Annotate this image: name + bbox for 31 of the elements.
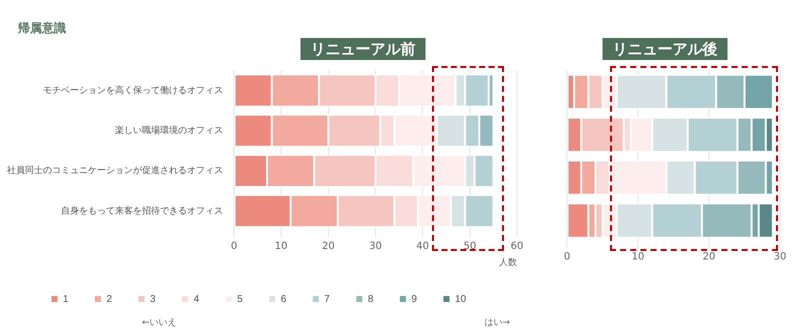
legend-label: 7 bbox=[324, 294, 330, 305]
x-tick-label: 20 bbox=[702, 252, 716, 263]
legend-label: 3 bbox=[150, 294, 156, 305]
text: ←いいえ bbox=[142, 317, 177, 329]
x-tick-label: 60 bbox=[510, 240, 524, 252]
x-tick-label: 40 bbox=[416, 240, 430, 252]
y-tick-label: 自身をもって来客を招待できるオフィス bbox=[61, 205, 223, 216]
x-tick-label: 10 bbox=[274, 240, 288, 252]
legend-label: 6 bbox=[280, 294, 287, 305]
y-tick-label: 楽しい職場環境のオフィス bbox=[115, 125, 223, 136]
legend-label: 1 bbox=[62, 294, 69, 305]
legend-label: 8 bbox=[368, 294, 374, 305]
chart-subtitle: リニューアル後 bbox=[602, 38, 728, 60]
legend-label: 10 bbox=[454, 294, 467, 305]
x-tick-label: 20 bbox=[322, 240, 335, 252]
text: 帰属意識 bbox=[18, 20, 66, 37]
x-tick-label: 0 bbox=[230, 240, 238, 252]
y-tick-label: モチベーションを高く保って働けるオフィス bbox=[43, 84, 223, 96]
legend-label: 2 bbox=[106, 294, 112, 305]
y-tick-label: 社員同士のコミュニケーションが促進されるオフィス bbox=[7, 165, 223, 176]
legend-label: 5 bbox=[237, 294, 244, 305]
x-tick-label: 10 bbox=[632, 252, 644, 263]
x-tick-label: 30 bbox=[369, 240, 382, 252]
chart-subtitle: リニューアル前 bbox=[300, 38, 426, 60]
x-axis-title: 人数 bbox=[499, 257, 517, 268]
x-tick-label: 0 bbox=[564, 252, 570, 263]
legend-label: 9 bbox=[411, 294, 418, 305]
legend-label: 4 bbox=[194, 294, 200, 305]
x-tick-label: 50 bbox=[463, 240, 476, 252]
text: はい→ bbox=[484, 317, 510, 329]
x-tick-label: 30 bbox=[774, 252, 786, 263]
